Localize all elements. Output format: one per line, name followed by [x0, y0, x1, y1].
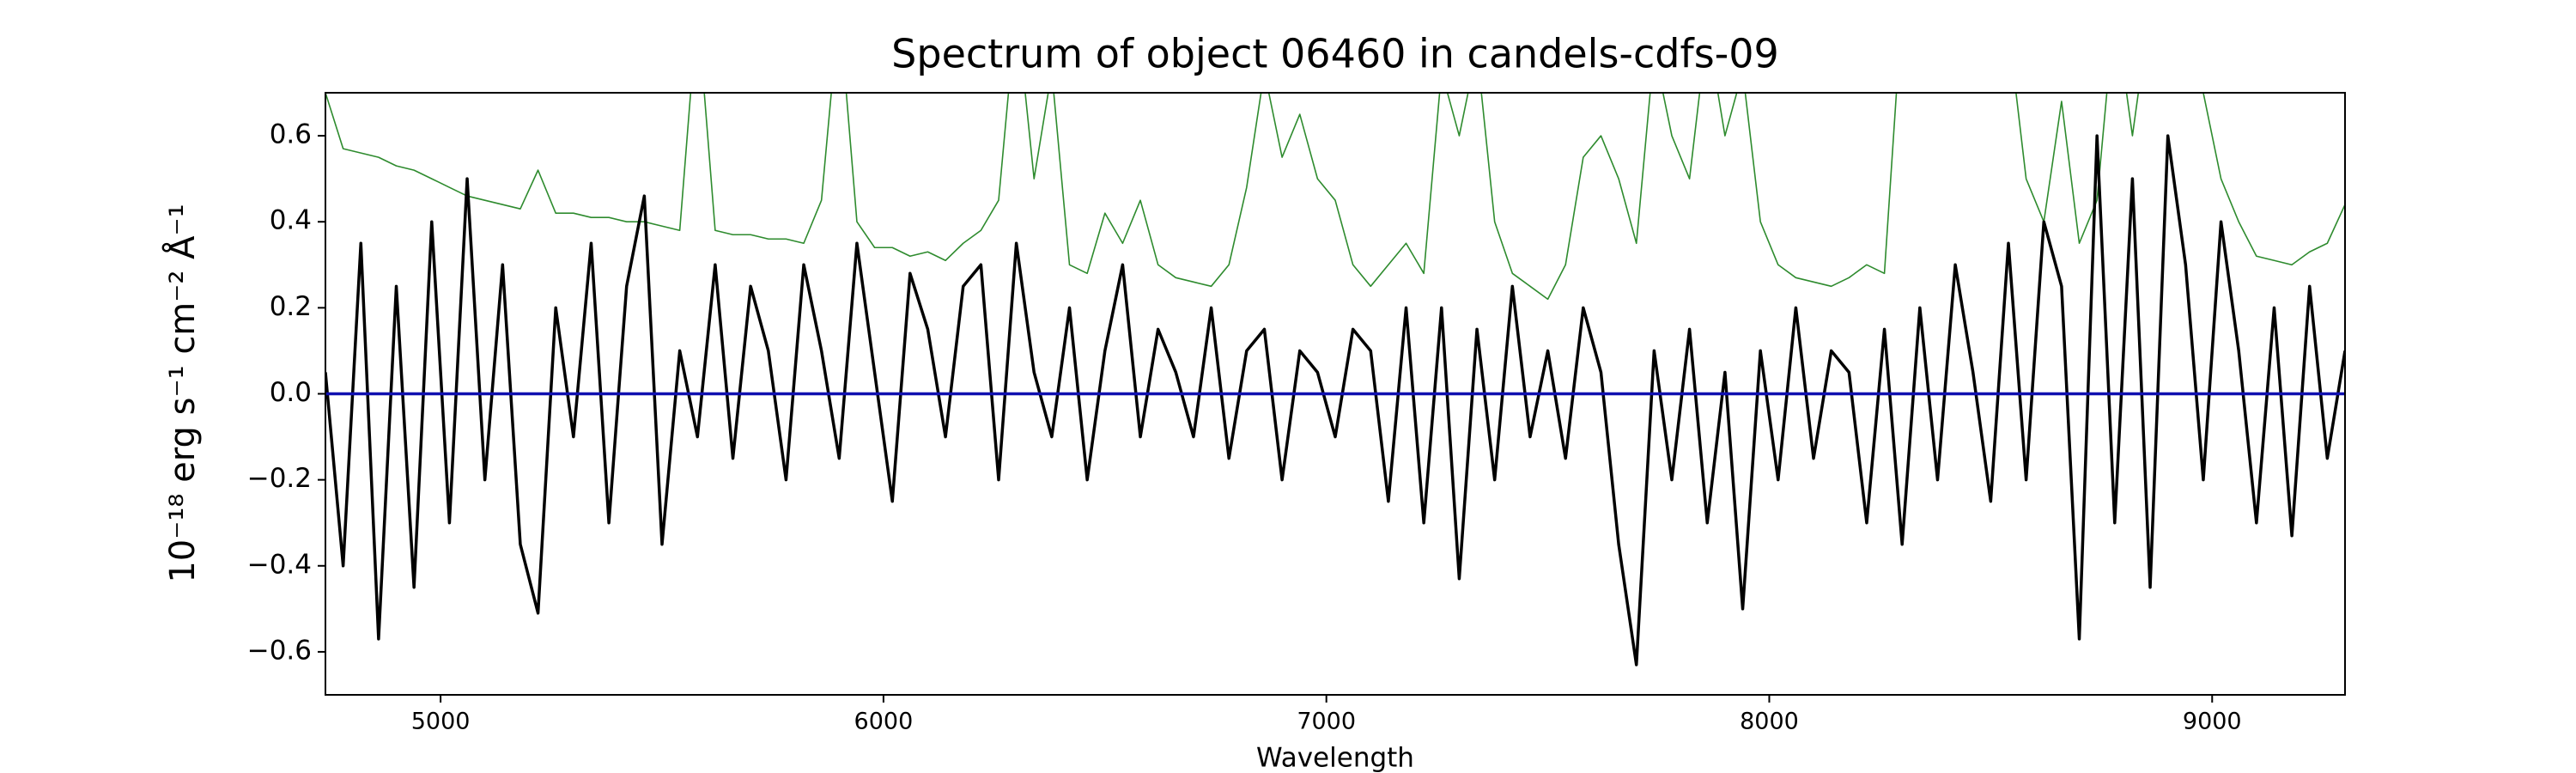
x-tick-label: 8000: [1740, 709, 1799, 735]
spectrum-line: [325, 93, 2345, 301]
spectrum-line: [325, 134, 2345, 666]
chart-title: Spectrum of object 06460 in candels-cdfs…: [891, 31, 1779, 77]
y-tick-label: 0.2: [270, 291, 312, 322]
x-axis-label: Wavelength: [1256, 743, 1414, 773]
y-tick-label: 0.4: [270, 205, 312, 236]
y-tick-label: −0.2: [247, 463, 312, 494]
y-tick-label: 0.6: [270, 119, 312, 150]
x-tick-label: 5000: [411, 709, 471, 735]
y-tick-label: −0.4: [247, 549, 312, 580]
x-tick-label: 6000: [854, 709, 914, 735]
plot-area: [325, 93, 2345, 666]
y-tick-label: −0.6: [247, 635, 312, 666]
x-tick-label: 9000: [2183, 709, 2242, 735]
y-axis-label: 10⁻¹⁸ erg s⁻¹ cm⁻² Å⁻¹: [161, 204, 203, 582]
x-tick-label: 7000: [1297, 709, 1356, 735]
y-tick-label: 0.0: [270, 377, 312, 408]
